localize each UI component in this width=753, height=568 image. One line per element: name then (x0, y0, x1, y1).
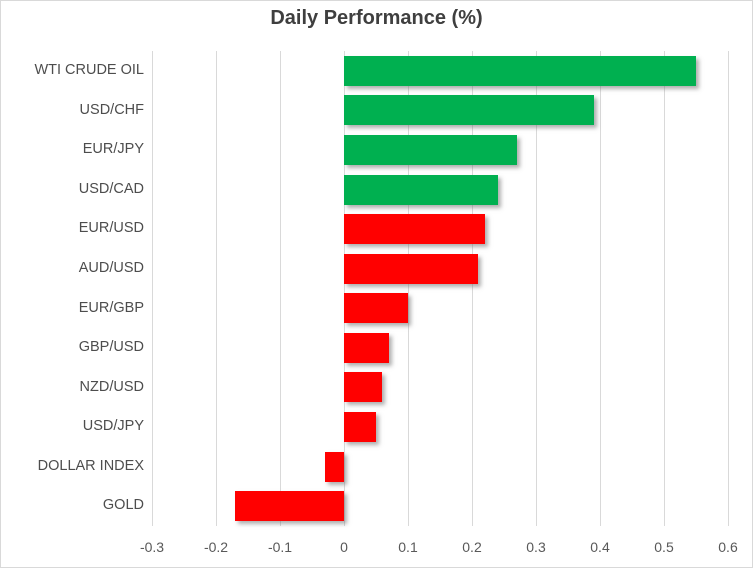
category-label: USD/CHF (79, 101, 144, 118)
category-label: EUR/GBP (78, 299, 144, 316)
x-tick-label: 0.4 (590, 539, 610, 555)
x-tick-label: -0.2 (203, 539, 229, 555)
bar (344, 95, 594, 126)
bar (344, 372, 383, 403)
gridline (279, 51, 281, 526)
bar (344, 214, 485, 245)
gridline (727, 51, 729, 526)
x-tick-label: -0.3 (139, 539, 165, 555)
gridline (471, 51, 473, 526)
x-tick-label: 0.3 (526, 539, 546, 555)
gridline (343, 51, 345, 526)
x-tick-label: 0.2 (462, 539, 482, 555)
gridline (599, 51, 601, 526)
bar (344, 293, 408, 324)
bar (344, 134, 517, 165)
category-label: DOLLAR INDEX (37, 457, 144, 474)
x-axis: -0.3 -0.2 -0.1 0 0.1 0.2 0.3 0.4 0.5 0.6 (140, 539, 738, 559)
bar (344, 332, 389, 363)
x-tick-label: 0.5 (654, 539, 674, 555)
category-label: GBP/USD (78, 339, 144, 356)
bar (344, 174, 498, 205)
gridline (215, 51, 217, 526)
category-label: USD/CAD (78, 180, 144, 197)
category-axis: WTI CRUDE OIL USD/CHF EUR/JPY USD/CAD EUR/US… (1, 51, 144, 526)
bar (324, 451, 344, 482)
gridline (663, 51, 665, 526)
category-label: USD/JPY (82, 418, 144, 435)
x-tick-label: 0.6 (718, 539, 738, 555)
bar (344, 55, 696, 86)
x-tick-label: 0.1 (398, 539, 418, 555)
bar (344, 412, 376, 443)
category-label: WTI CRUDE OIL (34, 62, 144, 78)
gridline (535, 51, 537, 526)
gridline (407, 51, 409, 526)
category-label: NZD/USD (79, 378, 144, 395)
category-label: AUD/USD (78, 259, 144, 276)
category-label: EUR/JPY (82, 141, 144, 158)
bar (344, 253, 479, 284)
x-tick-label: -0.1 (267, 539, 293, 555)
gridline (151, 51, 153, 526)
bar (235, 491, 344, 522)
category-label: EUR/USD (78, 220, 144, 237)
category-label: GOLD (102, 497, 144, 514)
x-tick-label: 0 (340, 539, 348, 555)
plot-area (151, 51, 729, 526)
chart-title: Daily Performance (%) (270, 7, 483, 29)
